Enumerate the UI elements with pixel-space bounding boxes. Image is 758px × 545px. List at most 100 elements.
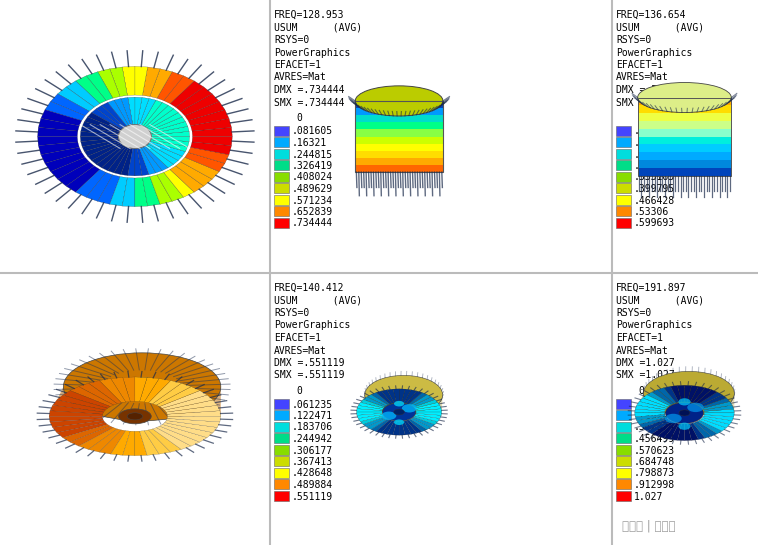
Polygon shape — [99, 379, 126, 403]
Polygon shape — [162, 395, 213, 410]
Bar — [616, 456, 631, 466]
Bar — [274, 125, 289, 136]
Polygon shape — [84, 141, 121, 156]
Bar — [616, 479, 631, 489]
Ellipse shape — [402, 404, 417, 413]
Polygon shape — [678, 385, 684, 402]
Polygon shape — [180, 158, 219, 179]
Polygon shape — [114, 148, 130, 174]
Text: .228249: .228249 — [634, 411, 675, 421]
Polygon shape — [151, 140, 188, 152]
Polygon shape — [657, 422, 676, 438]
Polygon shape — [92, 108, 123, 129]
Polygon shape — [415, 405, 441, 411]
Polygon shape — [128, 97, 135, 124]
Polygon shape — [63, 425, 110, 442]
Bar — [270, 273, 612, 545]
Ellipse shape — [394, 420, 404, 425]
Ellipse shape — [678, 398, 691, 405]
Ellipse shape — [64, 353, 221, 421]
Bar — [270, 0, 612, 273]
Polygon shape — [142, 147, 162, 173]
Bar — [616, 183, 631, 193]
Polygon shape — [111, 431, 130, 455]
Polygon shape — [88, 113, 121, 130]
Polygon shape — [149, 117, 186, 132]
Text: 0: 0 — [296, 386, 302, 396]
Polygon shape — [693, 422, 712, 438]
Text: .551119: .551119 — [292, 492, 333, 501]
Text: .408024: .408024 — [292, 173, 333, 183]
Polygon shape — [156, 386, 200, 407]
Text: 0: 0 — [296, 113, 302, 123]
Text: .061235: .061235 — [292, 399, 333, 409]
Text: .734444: .734444 — [292, 219, 333, 228]
Bar — [616, 172, 631, 181]
Polygon shape — [88, 143, 121, 160]
Text: .306177: .306177 — [292, 445, 333, 456]
Ellipse shape — [679, 410, 690, 416]
Bar — [616, 217, 631, 227]
Polygon shape — [63, 391, 110, 408]
Polygon shape — [703, 405, 734, 411]
Text: DMX =.551119: DMX =.551119 — [274, 358, 344, 368]
Bar — [274, 456, 289, 466]
Text: EFACET=1: EFACET=1 — [274, 60, 321, 70]
Polygon shape — [82, 122, 119, 134]
Polygon shape — [192, 128, 232, 137]
Polygon shape — [149, 113, 182, 130]
FancyBboxPatch shape — [356, 136, 443, 144]
Polygon shape — [700, 395, 726, 407]
Text: USUM      (AVG): USUM (AVG) — [274, 295, 362, 306]
Text: 公众号 | 机电君: 公众号 | 机电君 — [622, 520, 675, 533]
Polygon shape — [684, 385, 691, 402]
Ellipse shape — [678, 422, 691, 430]
Polygon shape — [152, 131, 190, 137]
Polygon shape — [690, 423, 705, 439]
Text: SMX =.551119: SMX =.551119 — [274, 371, 344, 380]
FancyBboxPatch shape — [356, 129, 443, 136]
Text: USUM      (AVG): USUM (AVG) — [616, 22, 704, 33]
Text: .599693: .599693 — [634, 219, 675, 228]
Text: .571234: .571234 — [292, 196, 333, 205]
Text: FREQ=128.953: FREQ=128.953 — [274, 10, 344, 20]
Polygon shape — [135, 66, 148, 95]
Polygon shape — [139, 431, 159, 455]
Polygon shape — [695, 421, 717, 436]
Polygon shape — [367, 395, 388, 406]
Ellipse shape — [356, 86, 443, 116]
Polygon shape — [80, 137, 118, 142]
Polygon shape — [160, 425, 207, 442]
Polygon shape — [190, 142, 231, 155]
Polygon shape — [150, 175, 172, 204]
Polygon shape — [357, 413, 383, 419]
Polygon shape — [144, 379, 171, 403]
Polygon shape — [164, 76, 194, 104]
Bar — [616, 421, 631, 432]
Polygon shape — [143, 177, 160, 206]
Text: 0: 0 — [638, 113, 644, 123]
Polygon shape — [144, 430, 171, 454]
Polygon shape — [143, 102, 168, 127]
Polygon shape — [49, 387, 221, 416]
Polygon shape — [634, 413, 665, 417]
Text: .912998: .912998 — [634, 480, 675, 490]
Polygon shape — [66, 166, 100, 192]
Text: 1.027: 1.027 — [634, 492, 663, 501]
Polygon shape — [356, 409, 382, 412]
Polygon shape — [402, 421, 411, 435]
Polygon shape — [637, 402, 666, 410]
Polygon shape — [701, 417, 730, 428]
Text: .428648: .428648 — [292, 469, 333, 479]
Polygon shape — [152, 383, 191, 405]
FancyBboxPatch shape — [637, 160, 731, 168]
FancyBboxPatch shape — [637, 144, 731, 152]
Polygon shape — [409, 392, 427, 405]
Text: .326419: .326419 — [292, 161, 333, 171]
FancyBboxPatch shape — [356, 108, 443, 115]
Polygon shape — [135, 431, 147, 456]
Text: .066633: .066633 — [634, 126, 675, 136]
Polygon shape — [89, 429, 121, 452]
Text: RSYS=0: RSYS=0 — [616, 308, 651, 318]
Text: RSYS=0: RSYS=0 — [274, 308, 309, 318]
